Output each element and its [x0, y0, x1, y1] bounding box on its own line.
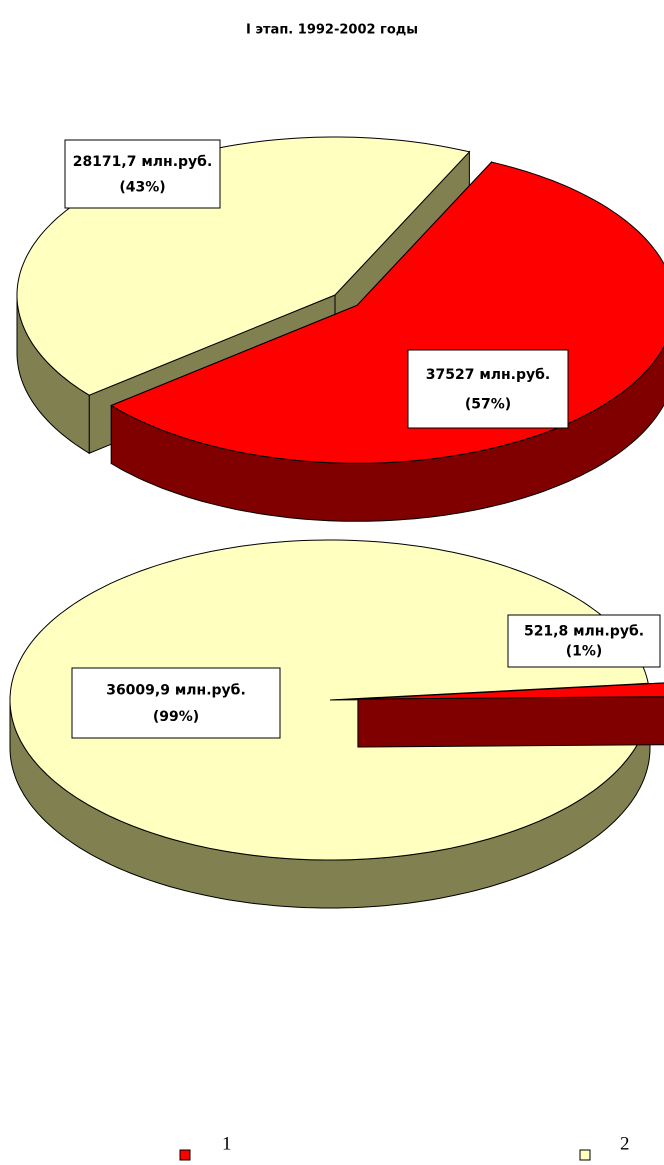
slice-cut-face — [357, 696, 664, 748]
value-label: 37527 млн.руб. — [426, 367, 551, 383]
percent-label: (99%) — [153, 709, 199, 725]
label-box — [71, 667, 281, 739]
label-box — [507, 614, 661, 668]
value-label: 28171,7 млн.руб. — [73, 154, 213, 170]
legend-swatch — [179, 1149, 191, 1161]
pie-slice — [357, 682, 664, 748]
percent-label: (43%) — [119, 180, 165, 196]
chart-title: I этап. 1992-2002 годы — [246, 23, 418, 38]
percent-label: (57%) — [465, 397, 511, 413]
legend-swatch — [579, 1149, 591, 1161]
slice-top — [357, 682, 664, 700]
value-label: 36009,9 млн.руб. — [106, 682, 246, 698]
legend-label: 1 — [222, 1133, 232, 1154]
legend-label: 2 — [620, 1133, 630, 1154]
value-label: 521,8 млн.руб. — [524, 624, 644, 640]
label-box — [407, 349, 569, 429]
slice-top — [9, 539, 651, 861]
label-box — [64, 139, 221, 209]
percent-label: (1%) — [566, 643, 603, 659]
